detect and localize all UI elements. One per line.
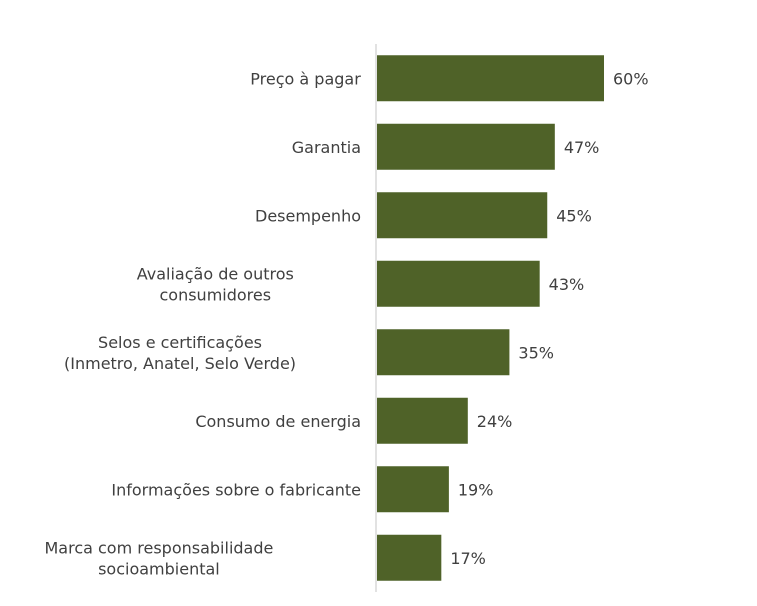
category-label-line: Avaliação de outros: [137, 264, 294, 283]
category-label-line: Garantia: [292, 138, 361, 157]
category-label-line: Desempenho: [255, 206, 361, 225]
category-label-line: Informações sobre o fabricante: [111, 480, 361, 499]
category-labels-group: Preço à pagar Garantia Desempenho Avaliação…: [44, 69, 361, 578]
category-label-5: Consumo de energia: [195, 412, 361, 431]
category-label-3: Avaliação de outros consumidores: [137, 264, 294, 304]
category-label-line: Marca com responsabilidade: [44, 538, 273, 557]
data-label-1: 47%: [564, 138, 600, 157]
data-label-4: 35%: [518, 343, 554, 362]
data-label-5: 24%: [477, 412, 513, 431]
category-label-7: Marca com responsabilidade socioambiental: [44, 538, 273, 578]
category-label-line: Consumo de energia: [195, 412, 361, 431]
data-label-3: 43%: [549, 275, 585, 294]
bar-3: [377, 260, 540, 307]
data-labels-group: 60% 47% 45% 43% 35% 24% 19% 17%: [450, 69, 648, 568]
category-label-line: socioambiental: [98, 559, 220, 578]
bar-0: [377, 55, 604, 102]
data-label-6: 19%: [458, 480, 494, 499]
category-label-1: Garantia: [292, 138, 361, 157]
category-label-line: Selos e certificações: [98, 333, 262, 352]
category-label-2: Desempenho: [255, 206, 361, 225]
bar-1: [377, 123, 555, 170]
category-label-4: Selos e certificações (Inmetro, Anatel, S…: [64, 333, 296, 373]
bar-6: [377, 466, 449, 513]
data-label-2: 45%: [556, 206, 592, 225]
category-label-line: (Inmetro, Anatel, Selo Verde): [64, 354, 296, 373]
bar-7: [377, 534, 442, 581]
data-label-7: 17%: [450, 549, 486, 568]
category-label-6: Informações sobre o fabricante: [111, 480, 361, 499]
category-label-line: consumidores: [159, 285, 271, 304]
bar-4: [377, 329, 510, 376]
category-label-line: Preço à pagar: [250, 69, 361, 88]
category-label-0: Preço à pagar: [250, 69, 361, 88]
bar-5: [377, 397, 468, 444]
bar-2: [377, 192, 548, 239]
bars-group: [377, 55, 604, 581]
data-label-0: 60%: [613, 69, 649, 88]
